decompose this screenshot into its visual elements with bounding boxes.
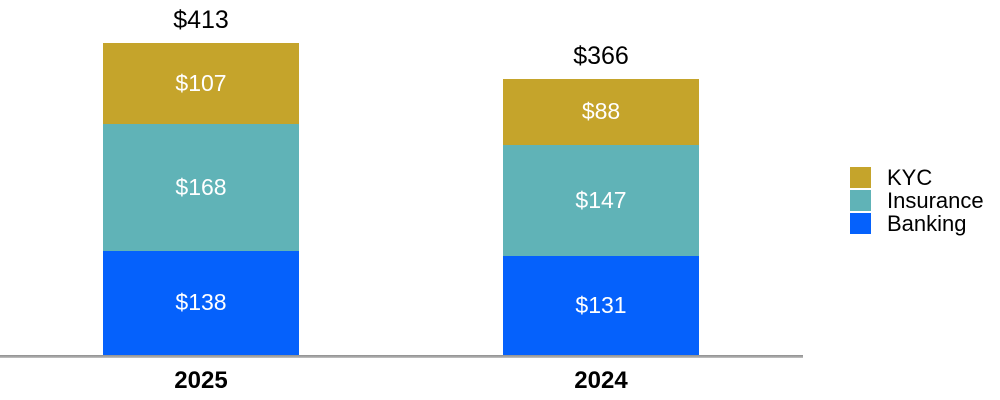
bar-segment-kyc: $107 xyxy=(103,43,299,124)
bar-total-label: $413 xyxy=(173,6,229,35)
insurance-legend-swatch xyxy=(850,190,871,211)
bar-segment-insurance: $147 xyxy=(503,145,699,256)
bar-column-2024: $366 $88 $147 $131 xyxy=(503,41,699,355)
bar-segment-kyc: $88 xyxy=(503,78,699,145)
category-axis-line xyxy=(0,355,803,358)
category-label-2024: 2024 xyxy=(574,367,628,394)
legend-item-banking: Banking xyxy=(850,211,984,236)
legend-label-banking: Banking xyxy=(887,211,967,236)
banking-legend-swatch xyxy=(850,213,871,234)
legend: KYC Insurance Banking xyxy=(850,167,984,236)
category-label-2025: 2025 xyxy=(174,367,228,394)
legend-label-insurance: Insurance xyxy=(887,188,984,213)
kyc-legend-swatch xyxy=(850,167,871,188)
bar-segment-banking: $131 xyxy=(503,256,699,355)
bar-segment-banking: $138 xyxy=(103,250,299,355)
legend-item-insurance: Insurance xyxy=(850,188,984,213)
legend-label-kyc: KYC xyxy=(887,165,933,190)
legend-item-kyc: KYC xyxy=(850,165,984,190)
bar-column-2025: $413 $107 $168 $138 xyxy=(103,6,299,355)
bar-total-label: $366 xyxy=(573,41,629,70)
bar-segment-insurance: $168 xyxy=(103,123,299,251)
